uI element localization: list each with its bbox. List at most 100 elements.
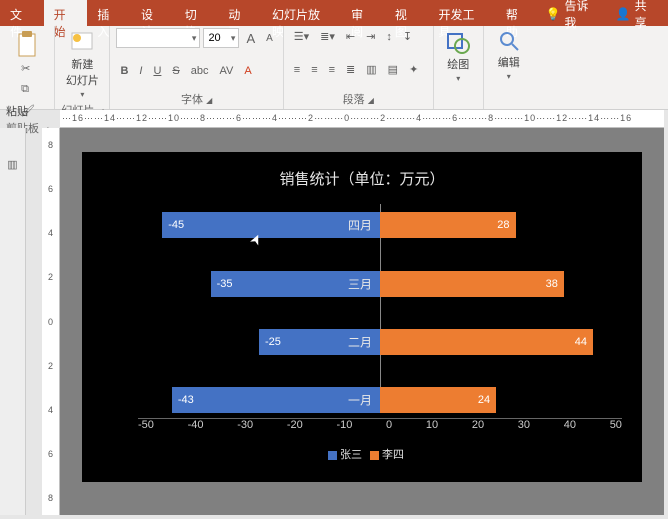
group-paragraph-label: 段落 ◢ — [290, 90, 427, 109]
tab-file[interactable]: 文件 — [0, 0, 44, 26]
tell-me-label: 告诉我 — [564, 0, 599, 31]
align-center-button[interactable]: ≡ — [307, 62, 321, 78]
group-clipboard: ✂ ⧉ 🖌 粘贴 剪贴板 ◢ — [0, 26, 55, 109]
bar-row: -43一月 24 — [138, 387, 622, 413]
group-font: 20 A A B I U S abc AV A 字体 ◢ — [110, 26, 283, 109]
tab-幻灯片放映[interactable]: 幻灯片放映 — [262, 0, 341, 26]
group-drawing: 绘图 ▾ — [434, 26, 484, 109]
tab-开始[interactable]: 开始 — [44, 0, 88, 26]
legend-label: 李四 — [382, 449, 404, 461]
x-tick: -30 — [237, 419, 253, 436]
bar-row: -45 四月 28 — [138, 212, 622, 238]
x-tick: -50 — [138, 419, 154, 436]
chevron-down-icon: ▾ — [456, 74, 460, 83]
bar-row: -35三月 38 — [138, 271, 622, 297]
tab-帮助[interactable]: 帮助 — [496, 0, 540, 26]
justify-button[interactable]: ≣ — [342, 61, 359, 78]
new-slide-label: 新建 幻灯片 — [66, 56, 99, 88]
bar-right[interactable]: 44 — [380, 329, 593, 355]
font-family-combo[interactable] — [116, 28, 200, 48]
share-button[interactable]: 👤 共享 — [606, 0, 668, 26]
indent-dec-button[interactable]: ⇤ — [342, 28, 359, 45]
tab-动画[interactable]: 动画 — [218, 0, 262, 26]
bar-left[interactable]: -25 二月 — [259, 329, 380, 355]
tab-设计[interactable]: 设计 — [131, 0, 175, 26]
clipboard-icon — [15, 30, 39, 58]
x-tick: 20 — [472, 419, 484, 436]
shadow-button[interactable]: abc — [187, 63, 213, 79]
new-slide-button[interactable]: 新建 幻灯片 ▾ — [61, 28, 103, 101]
outline-pane-collapsed[interactable]: ▥ — [0, 128, 26, 515]
drawing-button[interactable]: 绘图 ▾ — [440, 28, 477, 85]
bar-right[interactable]: 28 — [380, 212, 516, 238]
x-tick: -20 — [287, 419, 303, 436]
align-left-button[interactable]: ≡ — [290, 62, 304, 78]
shrink-font-button[interactable]: A — [262, 31, 277, 46]
strike-button[interactable]: S — [168, 63, 183, 79]
convert-smartart-button[interactable]: ✦ — [405, 61, 422, 78]
bar-right[interactable]: 24 — [380, 387, 496, 413]
tab-切换[interactable]: 切换 — [175, 0, 219, 26]
lightbulb-icon: 💡 — [546, 7, 561, 21]
bullets-button[interactable]: ☰▾ — [290, 28, 313, 45]
x-tick: 30 — [518, 419, 530, 436]
new-slide-icon — [69, 30, 95, 54]
share-label: 共享 — [635, 0, 658, 31]
tab-视图[interactable]: 视图 — [385, 0, 429, 26]
group-drawing-spacer — [440, 94, 477, 109]
slide[interactable]: 销售统计（单位：万元） -45四月28-35三月38-25二月44-43一月24… — [82, 152, 642, 482]
bar-value-label: 28 — [497, 219, 509, 231]
bar-value-label: -45 — [168, 219, 184, 231]
underline-button[interactable]: U — [149, 63, 165, 79]
italic-button[interactable]: I — [135, 63, 146, 79]
ribbon: ✂ ⧉ 🖌 粘贴 剪贴板 ◢ 新建 幻灯片 ▾ 幻灯片 ◢ 20 A A B I… — [0, 26, 668, 110]
group-slides: 新建 幻灯片 ▾ 幻灯片 ◢ — [55, 26, 110, 109]
shapes-icon — [446, 30, 470, 54]
chart-legend: 张三 李四 — [82, 446, 642, 462]
bar-left[interactable]: -35三月 — [211, 271, 380, 297]
x-tick: 50 — [610, 419, 622, 436]
bar-value-label: 38 — [546, 278, 558, 290]
cut-icon[interactable]: ✂ — [17, 60, 34, 77]
char-spacing-button[interactable]: AV — [216, 63, 238, 79]
font-size-combo[interactable]: 20 — [203, 28, 239, 48]
tell-me[interactable]: 💡 告诉我 — [540, 0, 606, 26]
tab-审阅[interactable]: 审阅 — [341, 0, 385, 26]
indent-inc-button[interactable]: ⇥ — [362, 28, 379, 45]
bar-value-label: 24 — [478, 394, 490, 406]
editing-button[interactable]: 编辑 ▾ — [490, 28, 528, 83]
legend-label: 张三 — [340, 449, 362, 461]
columns-button[interactable]: ▥ — [362, 61, 380, 78]
tab-插入[interactable]: 插入 — [87, 0, 131, 26]
x-tick: 10 — [426, 419, 438, 436]
bold-button[interactable]: B — [116, 63, 132, 79]
x-tick: 0 — [386, 419, 392, 436]
line-spacing-button[interactable]: ↕ — [382, 29, 396, 45]
font-color-button[interactable]: A — [240, 63, 255, 79]
category-label: 四月 — [348, 217, 372, 234]
bar-value-label: -43 — [178, 394, 194, 406]
tab-开发工具[interactable]: 开发工具 — [429, 0, 496, 26]
slide-canvas-area: 销售统计（单位：万元） -45四月28-35三月38-25二月44-43一月24… — [60, 128, 664, 515]
category-label: 三月 — [348, 275, 372, 292]
bar-right[interactable]: 38 — [380, 271, 564, 297]
bar-value-label: 44 — [575, 336, 587, 348]
bar-value-label: -25 — [265, 336, 281, 348]
text-direction-button[interactable]: ↧ — [399, 28, 416, 45]
chart-plot-area: -45 四月 28 -35三月 38 -25 二月 44 -43一月 24 — [138, 204, 622, 412]
align-objects-button[interactable]: ▤ — [384, 61, 402, 78]
bar-left[interactable]: -43一月 — [172, 387, 380, 413]
grow-font-button[interactable]: A — [242, 29, 259, 48]
x-tick: 40 — [564, 419, 576, 436]
group-editing: 编辑 ▾ — [484, 26, 534, 109]
share-icon: 👤 — [616, 7, 631, 21]
pane-tab-icon: ▥ — [6, 158, 19, 171]
bar-row: -25 二月 44 — [138, 329, 622, 355]
copy-icon[interactable]: ⧉ — [17, 81, 33, 98]
bar-left[interactable]: -45 四月 — [162, 212, 380, 238]
align-right-button[interactable]: ≡ — [325, 62, 339, 78]
category-label: 二月 — [348, 333, 372, 350]
numbering-button[interactable]: ≣▾ — [316, 28, 339, 45]
menu-bar: 文件 开始插入设计切换动画幻灯片放映审阅视图开发工具帮助 💡 告诉我 👤 共享 — [0, 0, 668, 26]
x-tick: -10 — [336, 419, 352, 436]
